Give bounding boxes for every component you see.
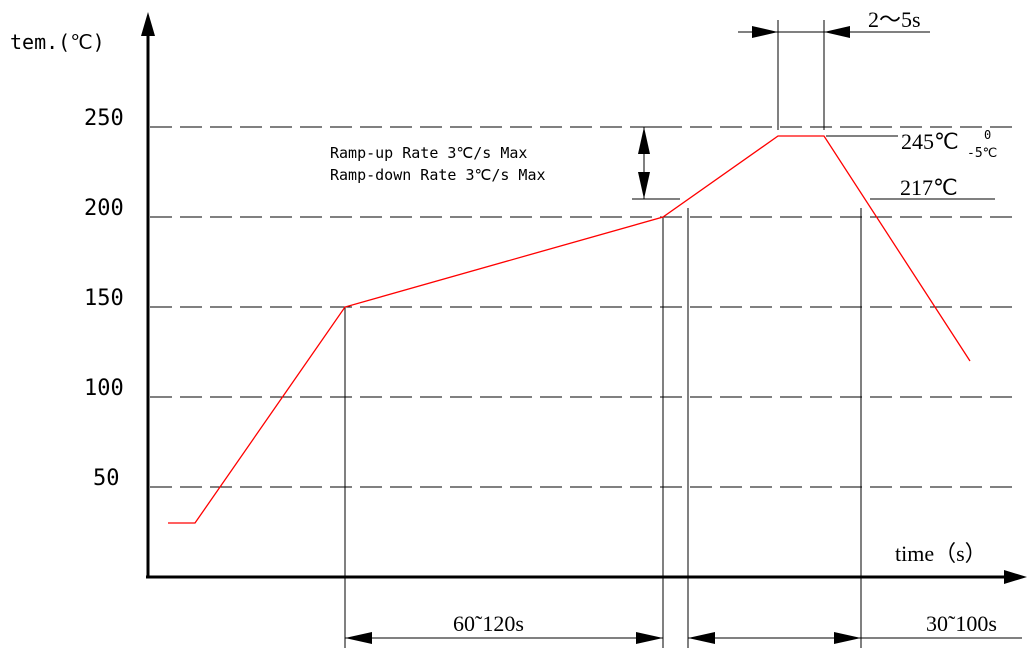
grid-lines [150,126,1018,488]
y-tick-label: 250 [84,106,124,131]
annotation-liquidus-temp: 217℃ [900,175,958,200]
arrowhead [752,26,778,38]
annotation-peak-tol-upper: 0 [984,128,991,142]
arrowhead [688,632,715,644]
arrowhead [345,632,372,644]
annotation-preheat-time: 60˜120s [453,611,524,636]
extension-lines [344,20,995,648]
arrowhead [638,127,650,154]
annotation-peak-temp: 245℃ [901,129,959,154]
y-tick-label: 50 [93,466,120,491]
annotation-ramp-down: Ramp-down Rate 3℃/s Max [330,166,546,184]
annotation-peak-time: 2～5s [868,7,921,32]
y-tick-label: 150 [84,286,124,311]
annotation-reflow-time: 30˜100s [926,611,997,636]
arrowhead [636,632,663,644]
x-axis-label: time（s） [895,541,987,566]
arrowhead [834,632,861,644]
series-line-temperature-profile [168,135,971,524]
x-axis-arrow [1004,570,1027,584]
y-tick-label: 200 [84,196,124,221]
y-tick-label: 100 [84,376,124,401]
arrowhead [638,172,650,199]
annotation-peak-tol-lower: -5℃ [967,146,997,161]
y-axis-label: tem.(℃) [10,30,105,54]
y-axis-arrow [141,12,155,36]
y-tick-labels: 250 200 150 100 50 [84,106,124,491]
annotation-ramp-up: Ramp-up Rate 3℃/s Max [330,144,527,162]
dimension-arrows [345,26,1022,644]
arrowhead [824,26,850,38]
